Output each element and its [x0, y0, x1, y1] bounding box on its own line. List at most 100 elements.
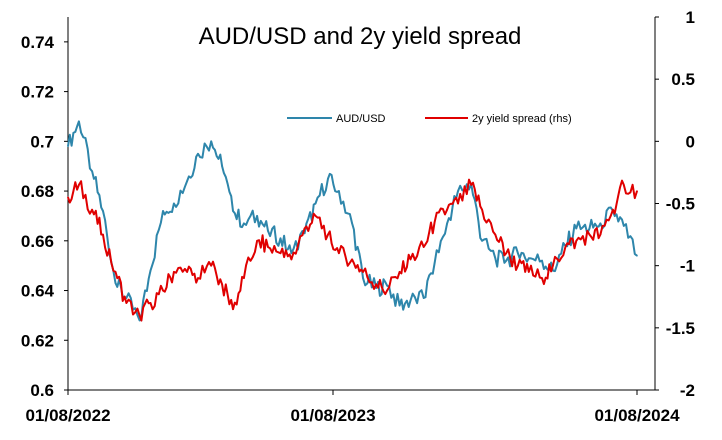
data-point	[433, 262, 436, 265]
data-point	[422, 297, 425, 299]
right-axis-tick-label: 1	[686, 8, 695, 27]
data-point	[78, 184, 80, 186]
data-point	[162, 289, 164, 292]
data-point	[78, 120, 80, 123]
data-point	[505, 252, 508, 254]
data-point	[386, 289, 388, 292]
right-axis-tick-label: 0.5	[671, 70, 695, 89]
data-point	[221, 283, 223, 286]
data-point	[505, 259, 508, 262]
data-point	[327, 177, 329, 180]
data-point	[422, 246, 425, 248]
data-point	[575, 227, 578, 230]
left-axis-tick-label: 0.74	[21, 33, 55, 52]
data-point	[398, 271, 401, 273]
right-axis-tick-label: -1	[680, 257, 695, 276]
data-point	[528, 257, 530, 260]
data-point	[256, 240, 258, 242]
data-point	[125, 302, 128, 304]
right-axis-tick-label: -2	[680, 381, 695, 400]
data-point	[599, 222, 602, 225]
data-point	[267, 246, 269, 248]
data-point	[494, 257, 497, 260]
data-point	[91, 208, 93, 211]
data-point	[303, 227, 306, 230]
data-point	[446, 222, 448, 225]
data-point	[409, 258, 412, 261]
data-point	[91, 170, 93, 172]
left-axis-tick-label: 0.6	[30, 381, 54, 400]
data-point	[279, 237, 282, 240]
chart-title: AUD/USD and 2y yield spread	[199, 23, 522, 50]
data-point	[197, 277, 199, 279]
data-point	[149, 269, 152, 272]
data-point	[409, 299, 412, 302]
data-point	[221, 165, 223, 167]
data-point	[186, 180, 188, 182]
x-axis-tick-label: 01/08/2024	[594, 406, 680, 425]
data-point	[232, 210, 234, 212]
x-axis-tick-label: 01/08/2023	[290, 406, 375, 425]
x-axis-tick-label: 01/08/2022	[25, 406, 110, 425]
data-point	[243, 277, 245, 279]
data-point	[102, 233, 104, 236]
left-axis-tick-label: 0.7	[30, 132, 54, 151]
data-point	[623, 184, 625, 186]
left-axis-tick-label: 0.68	[21, 182, 54, 201]
data-point	[162, 210, 164, 212]
data-point	[232, 308, 234, 311]
data-point	[267, 230, 269, 232]
left-axis-tick-label: 0.66	[21, 232, 54, 251]
data-point	[446, 208, 448, 211]
data-point	[517, 252, 519, 254]
data-point	[351, 258, 353, 261]
data-point	[599, 233, 602, 236]
data-point	[256, 215, 258, 217]
data-point	[564, 246, 567, 248]
data-point	[210, 140, 212, 143]
data-point	[623, 225, 625, 227]
data-point	[588, 233, 591, 236]
data-point	[398, 304, 401, 307]
data-point	[636, 190, 638, 192]
data-point	[433, 221, 436, 223]
data-point	[327, 233, 329, 236]
data-point	[457, 190, 459, 192]
data-point	[314, 202, 317, 205]
data-point	[138, 314, 141, 317]
left-axis-tick-label: 0.72	[21, 83, 54, 102]
series-line-aud-usd	[67, 120, 638, 322]
left-axis-tick-label: 0.62	[21, 331, 54, 350]
data-point	[314, 215, 317, 217]
data-point	[362, 271, 364, 273]
data-point	[575, 240, 578, 242]
data-point	[541, 277, 543, 279]
data-point	[481, 240, 483, 242]
data-point	[114, 282, 117, 284]
data-point	[210, 264, 212, 267]
data-point	[67, 145, 69, 148]
data-point	[517, 264, 519, 267]
series-layer	[67, 120, 638, 322]
data-point	[481, 208, 483, 211]
data-point	[375, 283, 378, 286]
data-point	[186, 271, 188, 273]
data-point	[67, 196, 69, 199]
data-point	[173, 202, 175, 205]
data-point	[588, 227, 591, 230]
left-axis-tick-label: 0.64	[21, 282, 55, 301]
legend-label: 2y yield spread (rhs)	[472, 113, 572, 125]
data-point	[541, 259, 543, 262]
data-point	[528, 271, 530, 273]
data-point	[362, 277, 364, 279]
right-axis-tick-label: 0	[686, 132, 695, 151]
data-point	[636, 254, 638, 257]
data-point	[290, 252, 293, 254]
data-point	[351, 222, 353, 225]
right-axis-tick-label: -1.5	[666, 319, 695, 338]
data-point	[338, 190, 340, 192]
data-point	[173, 271, 175, 273]
data-point	[457, 202, 459, 205]
legend: AUD/USD 2y yield spread (rhs)	[287, 113, 572, 125]
